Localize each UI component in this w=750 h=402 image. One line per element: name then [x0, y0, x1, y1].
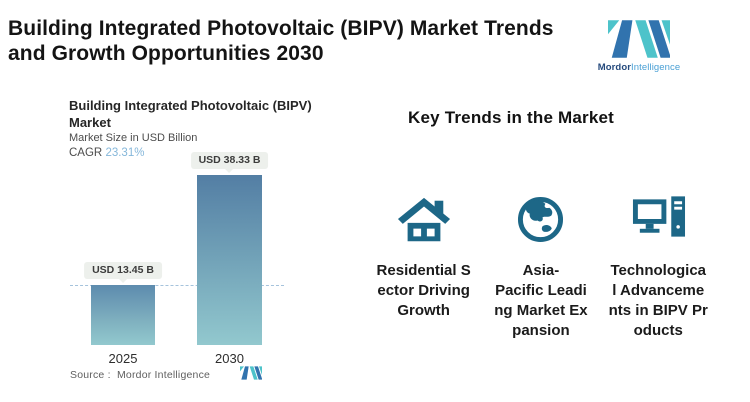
source-attribution: Source : Mordor Intelligence [70, 369, 210, 381]
globe-asia-icon [517, 196, 564, 244]
trend-label: Asia- Pacific Leadi ng Market Ex pansion [494, 262, 588, 339]
chart-title: Building Integrated Photovoltaic (BIPV) … [69, 98, 312, 130]
value-badge-2025: USD 13.45 B [84, 262, 162, 280]
key-trends-row: Residential S ector Driving Growth Asia-… [365, 196, 717, 341]
logo-wordmark-light: Intelligence [631, 62, 681, 73]
cagr-value: 23.31% [105, 147, 145, 159]
mordor-logo-icon [608, 20, 670, 58]
market-size-chart: Building Integrated Photovoltaic (BIPV) … [60, 95, 352, 397]
logo-wordmark: MordorIntelligence [597, 62, 681, 73]
page-title: Building Integrated Photovoltaic (BIPV) … [8, 17, 554, 65]
trend-item-residential: Residential S ector Driving Growth [365, 196, 482, 341]
source-value: Mordor Intelligence [116, 369, 211, 381]
chart-cagr: CAGR 23.31% [69, 147, 144, 159]
cagr-label: CAGR [69, 147, 103, 159]
trend-item-technology: Technologica l Advanceme nts in BIPV Pr … [600, 196, 717, 341]
axis-label-2030: 2030 [215, 351, 244, 366]
source-label: Source : [70, 369, 111, 381]
mordor-intelligence-logo: MordorIntelligence [597, 20, 681, 73]
axis-label-2025: 2025 [108, 351, 138, 366]
bar-2030 [197, 175, 262, 345]
mordor-mini-logo-icon [240, 366, 262, 380]
trend-label: Technologica l Advanceme nts in BIPV Pr … [608, 262, 708, 339]
reference-dashed-line [70, 285, 284, 287]
chart-subtitle: Market Size in USD Billion [69, 132, 198, 144]
bar-2025 [91, 285, 155, 345]
trend-item-asia-pacific: Asia- Pacific Leadi ng Market Ex pansion [482, 196, 599, 341]
bar-column: USD 13.45 B 2025 [84, 262, 162, 366]
bar-column: USD 38.33 B 2030 [190, 152, 269, 366]
key-trends-heading: Key Trends in the Market [408, 108, 615, 127]
logo-wordmark-bold: Mordor [597, 62, 632, 73]
value-badge-2030: USD 38.33 B [190, 152, 269, 169]
house-icon [397, 196, 451, 244]
desktop-computer-icon [631, 196, 686, 244]
trend-label: Residential S ector Driving Growth [376, 262, 471, 319]
